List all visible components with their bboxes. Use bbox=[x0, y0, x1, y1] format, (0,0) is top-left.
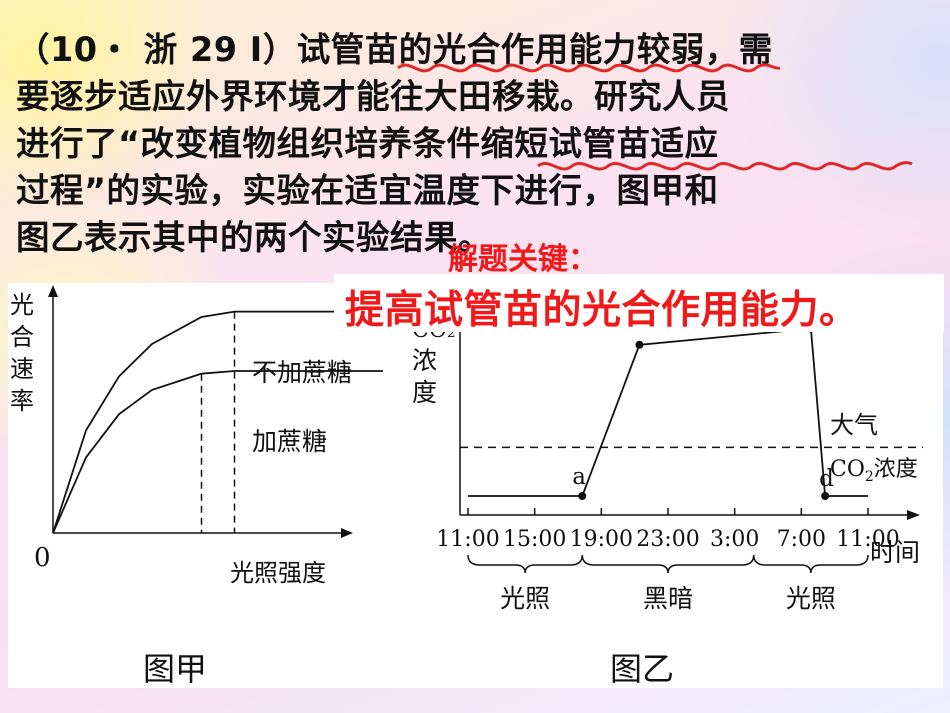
figure-a-ylabel-3: 速 bbox=[10, 355, 34, 383]
figure-b-tick-label: 7:00 bbox=[777, 527, 826, 552]
hint-box bbox=[334, 274, 944, 332]
figure-b-caption: 图乙 bbox=[610, 650, 674, 688]
figure-b-point-label-d: d bbox=[819, 466, 834, 492]
figure-b-tick-label: 15:00 bbox=[503, 527, 566, 552]
figure-b-reference-label-1: 大气 bbox=[830, 411, 878, 439]
figure-panel bbox=[8, 283, 943, 688]
figures: 光 合 速 率 0 光照强度 不加蔗糖 加蔗糖 图甲 CO₂ 浓 度 11:00… bbox=[8, 283, 943, 688]
figure-b-ylabel-2: 度 bbox=[412, 378, 437, 407]
figure-a-series-sugar bbox=[52, 370, 383, 534]
figure-a-ylabel-4: 率 bbox=[10, 387, 34, 415]
figure-a-x-arrow bbox=[341, 528, 353, 538]
figure-b-tick-label: 19:00 bbox=[570, 527, 633, 552]
figure-a-ylabel-1: 光 bbox=[10, 291, 34, 319]
figure-b-period-brace bbox=[581, 554, 755, 574]
figure-b-tick-label: 3:00 bbox=[710, 527, 759, 552]
figure-a: 光 合 速 率 0 光照强度 不加蔗糖 加蔗糖 图甲 bbox=[10, 285, 383, 688]
figure-b: CO₂ 浓 度 11:0015:0019:0023:003:007:0011:0… bbox=[412, 301, 923, 688]
figure-b-ticks: 11:00 15:00 19:00 23:00 3:00 7:00 11:00 bbox=[436, 508, 900, 552]
figure-a-series-label-sugar: 加蔗糖 bbox=[252, 427, 327, 456]
question-line-4: 过程”的实验，实验在适宜温度下进行，图甲和 bbox=[16, 171, 719, 210]
figure-b-reference-label-2: CO2浓度 bbox=[830, 457, 918, 485]
question-line-2: 要逐步适应外界环境才能往大田移栽。研究人员 bbox=[16, 77, 730, 116]
figure-b-point-b bbox=[635, 340, 644, 349]
figure-b-tick-label: 11:00 bbox=[836, 527, 899, 552]
question-text: （10・ 浙 29 Ⅰ）试管苗的光合作用能力较弱，需 要逐步适应外界环境才能往大… bbox=[16, 26, 936, 261]
hint-body: 提高试管苗的光合作用能力。 bbox=[345, 288, 859, 333]
figure-a-ylabel-2: 合 bbox=[10, 323, 34, 351]
figure-b-tick-label: 23:00 bbox=[636, 527, 699, 552]
question-line-1: （10・ 浙 29 Ⅰ）试管苗的光合作用能力较弱，需 bbox=[16, 30, 773, 69]
figure-b-period-brace bbox=[752, 554, 869, 574]
question-line-5: 图乙表示其中的两个实验结果。 bbox=[16, 218, 492, 257]
figure-a-caption: 图甲 bbox=[143, 650, 207, 688]
figure-b-period-label: 黑暗 bbox=[643, 584, 693, 613]
figure-b-period-label: 光照 bbox=[786, 584, 836, 613]
figure-b-ref-sub: 2 bbox=[865, 469, 874, 485]
figure-b-xlabel: 时间 bbox=[870, 538, 920, 567]
figure-b-point-d bbox=[821, 492, 830, 500]
figure-a-y-arrow bbox=[48, 285, 58, 297]
figure-a-series-no-sugar bbox=[52, 310, 383, 534]
figure-a-series-label-no-sugar: 不加蔗糖 bbox=[252, 358, 352, 387]
hint-title: 解题关键： bbox=[448, 242, 598, 277]
figure-b-ylabel-1: 浓 bbox=[412, 346, 437, 375]
figure-b-period-brace bbox=[467, 554, 584, 574]
figures-svg: 光 合 速 率 0 光照强度 不加蔗糖 加蔗糖 图甲 CO₂ 浓 度 11:00… bbox=[10, 285, 923, 688]
figure-b-ref-conc: 浓度 bbox=[874, 457, 918, 482]
question-line-3: 进行了“改变植物组织培养条件缩短试管苗适应 bbox=[16, 124, 719, 163]
figure-b-point-a bbox=[578, 492, 587, 500]
figure-b-periods: 光照 黑暗 光照 bbox=[467, 554, 869, 613]
figure-b-period-label: 光照 bbox=[500, 584, 550, 613]
figure-a-xlabel: 光照强度 bbox=[230, 559, 326, 587]
figure-b-series-co2 bbox=[468, 327, 868, 497]
figure-b-x-arrow bbox=[907, 510, 920, 520]
figure-a-origin: 0 bbox=[34, 543, 51, 573]
figure-b-tick-label: 11:00 bbox=[436, 527, 499, 552]
figure-b-point-label-a: a bbox=[572, 464, 586, 490]
figure-b-ref-co: CO bbox=[830, 457, 865, 482]
